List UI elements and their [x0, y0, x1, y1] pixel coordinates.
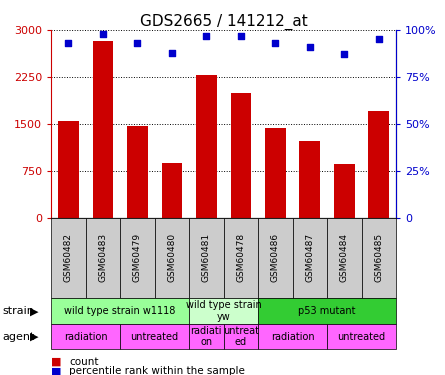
Point — [272, 40, 279, 46]
Point — [168, 50, 175, 55]
Bar — [258, 324, 327, 349]
Text: ▶: ▶ — [30, 332, 38, 342]
Bar — [58, 121, 79, 218]
Bar — [368, 111, 389, 218]
Bar — [189, 298, 258, 324]
Bar — [127, 126, 148, 218]
Text: count: count — [69, 357, 98, 367]
Bar — [120, 324, 189, 349]
Point — [203, 33, 210, 39]
Point — [375, 36, 382, 42]
Text: wild type strain
yw: wild type strain yw — [186, 300, 262, 322]
Text: radiation: radiation — [271, 332, 315, 342]
Text: strain: strain — [2, 306, 34, 316]
Text: ■: ■ — [51, 357, 62, 367]
Bar — [327, 324, 396, 349]
Bar — [299, 141, 320, 218]
Text: wild type strain w1118: wild type strain w1118 — [65, 306, 176, 316]
Point — [306, 44, 313, 50]
Text: ▶: ▶ — [30, 306, 38, 316]
Bar — [155, 217, 189, 298]
Bar — [231, 93, 251, 218]
Bar — [196, 75, 217, 217]
Bar — [51, 324, 120, 349]
Text: p53 mutant: p53 mutant — [298, 306, 356, 316]
Bar — [189, 217, 224, 298]
Bar — [265, 128, 286, 217]
Bar — [51, 217, 86, 298]
Point — [65, 40, 72, 46]
Text: GSM60486: GSM60486 — [271, 233, 280, 282]
Bar — [258, 217, 293, 298]
Text: GSM60482: GSM60482 — [64, 233, 73, 282]
Point — [237, 33, 244, 39]
Title: GDS2665 / 141212_at: GDS2665 / 141212_at — [140, 14, 307, 30]
Bar — [93, 41, 113, 218]
Text: untreated: untreated — [337, 332, 386, 342]
Bar — [120, 217, 155, 298]
Bar — [224, 324, 258, 349]
Point — [99, 31, 106, 37]
Text: untreat
ed: untreat ed — [223, 326, 259, 347]
Bar — [362, 217, 396, 298]
Text: untreated: untreated — [130, 332, 179, 342]
Text: ■: ■ — [51, 366, 62, 375]
Bar — [293, 217, 327, 298]
Text: GSM60480: GSM60480 — [167, 233, 176, 282]
Text: GSM60481: GSM60481 — [202, 233, 211, 282]
Bar — [334, 164, 355, 218]
Bar — [327, 217, 362, 298]
Bar — [258, 298, 396, 324]
Text: percentile rank within the sample: percentile rank within the sample — [69, 366, 245, 375]
Text: GSM60484: GSM60484 — [340, 233, 349, 282]
Bar — [189, 324, 224, 349]
Bar — [162, 163, 182, 218]
Text: GSM60479: GSM60479 — [133, 233, 142, 282]
Text: GSM60487: GSM60487 — [305, 233, 314, 282]
Text: GSM60485: GSM60485 — [374, 233, 383, 282]
Text: GSM60478: GSM60478 — [236, 233, 245, 282]
Text: radiation: radiation — [64, 332, 108, 342]
Bar — [51, 298, 189, 324]
Point — [134, 40, 141, 46]
Point — [341, 51, 348, 57]
Text: radiati
on: radiati on — [190, 326, 222, 347]
Text: GSM60483: GSM60483 — [98, 233, 107, 282]
Text: agent: agent — [2, 332, 35, 342]
Bar — [86, 217, 120, 298]
Bar — [224, 217, 258, 298]
